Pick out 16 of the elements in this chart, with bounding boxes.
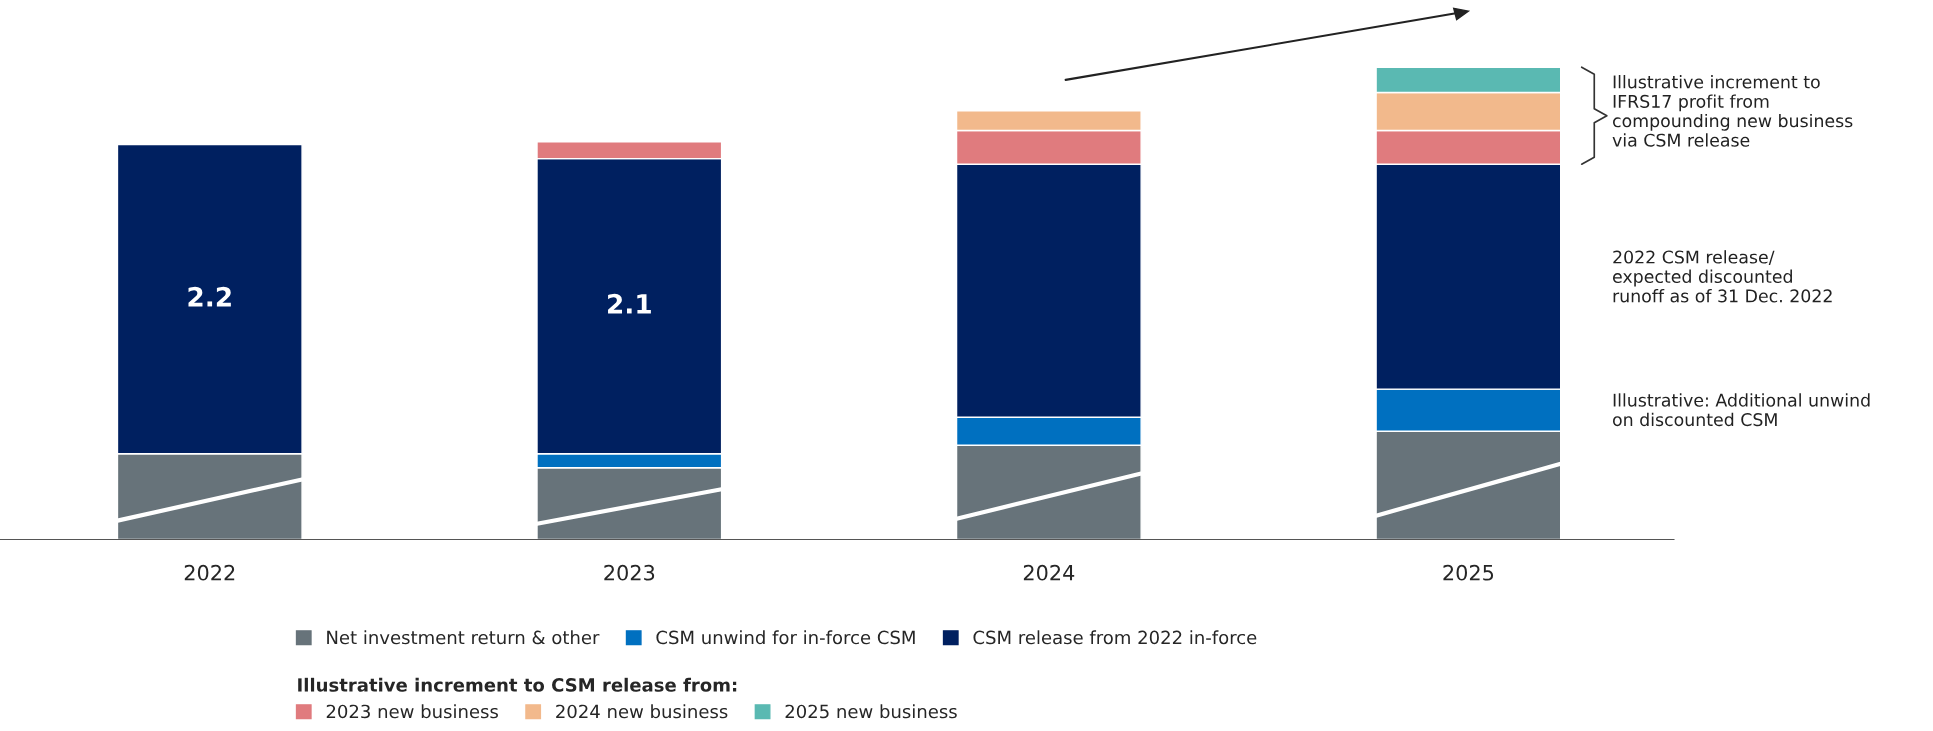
legend-label: CSM release from 2022 in-force (973, 630, 1257, 645)
legend-label: 2023 new business (326, 704, 498, 719)
x-tick-label: 2024 (1023, 564, 1075, 581)
x-tick-label: 2022 (184, 564, 235, 581)
annotation: 2022 CSM release/ expected discounted runoff as of 31 Dec. 2022 (1613, 250, 1832, 303)
legend-label: Net investment return & other (327, 630, 600, 645)
annotation: Illustrative increment to IFRS17 profit from compounding new business via CSM release (1612, 75, 1853, 147)
legend-label: 2025 new business (785, 704, 957, 719)
data-label: 2.2 (188, 286, 231, 307)
legend-label: 2024 new business (556, 704, 728, 719)
x-tick-label: 2025 (1443, 564, 1494, 581)
legend-title: Illustrative increment to CSM release from: (298, 677, 737, 692)
legend-label: CSM unwind for in-force CSM (656, 630, 915, 645)
annotation: Illustrative: Additional unwind on discounted CSM (1613, 393, 1870, 427)
data-label: 2.1 (608, 293, 651, 314)
x-tick-label: 2023 (604, 564, 655, 581)
